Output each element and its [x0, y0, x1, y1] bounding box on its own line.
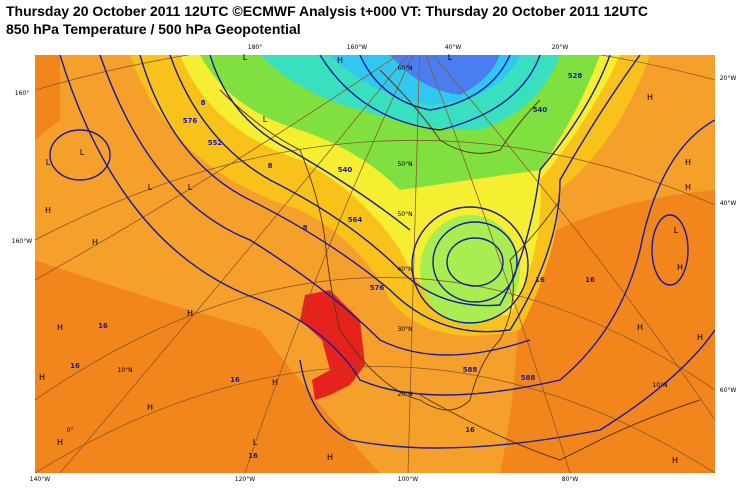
graticule-label: 10°N	[652, 382, 667, 389]
contour-label: 588	[521, 374, 536, 382]
geopotential-contours	[49, 55, 715, 449]
subtitle: 850 hPa Temperature / 500 hPa Geopotenti…	[6, 21, 301, 37]
graticule	[35, 55, 715, 473]
graticule-label: 120°W	[235, 476, 255, 483]
contour-label: 16	[535, 276, 545, 284]
contour-label: 540	[533, 106, 548, 114]
graticule-label: 40°W	[445, 44, 462, 51]
contour-label: 576	[183, 117, 198, 125]
temperature-field	[35, 55, 715, 473]
pressure-center: H	[327, 453, 333, 462]
contour-label: 588	[463, 366, 478, 374]
graticule-label: 160°	[15, 90, 29, 97]
contour-label: 8	[201, 99, 206, 107]
graticule-label: 140°W	[30, 476, 50, 483]
pressure-center: H	[697, 333, 703, 342]
graticule-label: 60°W	[720, 387, 737, 394]
pressure-center: L	[263, 115, 268, 124]
title: Thursday 20 October 2011 12UTC ©ECMWF An…	[6, 3, 648, 19]
graticule-label: 20°W	[552, 44, 569, 51]
pressure-center: H	[272, 378, 278, 387]
pressure-center: L	[46, 158, 51, 167]
contour-label: 16	[465, 426, 475, 434]
contour-label: 576	[370, 284, 385, 292]
graticule-label: 80°W	[562, 476, 579, 483]
contour-label: 8	[303, 224, 308, 232]
graticule-label: 20°N	[397, 391, 412, 398]
pressure-center: L	[243, 53, 248, 62]
graticule-label: 20°W	[720, 75, 737, 82]
graticule-label: 10°N	[117, 367, 132, 374]
graticule-label: 180°	[248, 44, 262, 51]
pressure-center: L	[253, 438, 258, 447]
pressure-center: H	[92, 238, 98, 247]
contour-label: 528	[568, 72, 583, 80]
graticule-label: 50°N	[397, 211, 412, 218]
pressure-center: H	[685, 183, 691, 192]
contour-label: 16	[70, 362, 80, 370]
pressure-center: H	[337, 56, 343, 65]
pressure-center: L	[448, 53, 453, 62]
pressure-center: H	[39, 373, 45, 382]
contour-label: 16	[230, 376, 240, 384]
pressure-center: H	[57, 438, 63, 447]
pressure-center: H	[647, 93, 653, 102]
graticule-label: 160°W	[347, 44, 367, 51]
pressure-center: H	[685, 158, 691, 167]
pressure-center: H	[672, 456, 678, 465]
pressure-center: L	[188, 183, 193, 192]
graticule-label: 160°W	[12, 238, 32, 245]
contour-label: 540	[338, 166, 353, 174]
graticule-label: 30°N	[397, 326, 412, 333]
pressure-center: H	[57, 323, 63, 332]
pressure-center: L	[148, 183, 153, 192]
pressure-center: H	[147, 403, 153, 412]
contour-label: 564	[348, 216, 363, 224]
pressure-center: L	[674, 226, 679, 235]
graticule-label: 40°N	[397, 266, 412, 273]
contour-label: 16	[248, 452, 258, 460]
graticule-label: 40°W	[720, 200, 737, 207]
pressure-center: H	[45, 206, 51, 215]
contour-label: 16	[585, 276, 595, 284]
contour-label: 16	[98, 322, 108, 330]
graticule-label: 100°W	[398, 476, 418, 483]
pressure-center: L	[80, 148, 85, 157]
pressure-center: H	[637, 323, 643, 332]
pressure-center: H	[677, 263, 683, 272]
graticule-label: 50°N	[397, 161, 412, 168]
graticule-label: 60°N	[397, 65, 412, 72]
contour-label: 552	[208, 139, 223, 147]
contour-label: 8	[268, 162, 273, 170]
pressure-center: H	[187, 309, 193, 318]
graticule-label: 0°	[67, 427, 74, 434]
